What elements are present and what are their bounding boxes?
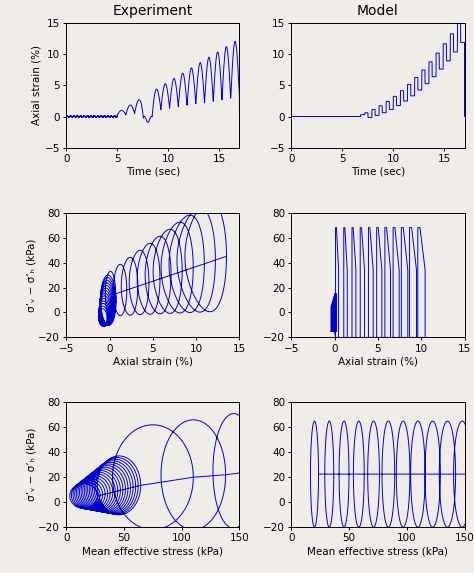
Title: Experiment: Experiment	[113, 3, 193, 18]
Title: Model: Model	[357, 3, 399, 18]
Y-axis label: Axial strain (%): Axial strain (%)	[32, 45, 42, 125]
X-axis label: Axial strain (%): Axial strain (%)	[113, 356, 193, 367]
X-axis label: Time (sec): Time (sec)	[126, 167, 180, 176]
Y-axis label: σ’ᵥ − σ’ₕ (kPa): σ’ᵥ − σ’ₕ (kPa)	[27, 428, 37, 501]
X-axis label: Mean effective stress (kPa): Mean effective stress (kPa)	[308, 546, 448, 556]
Y-axis label: σ’ᵥ − σ’ₕ (kPa): σ’ᵥ − σ’ₕ (kPa)	[27, 238, 37, 312]
X-axis label: Axial strain (%): Axial strain (%)	[338, 356, 418, 367]
X-axis label: Time (sec): Time (sec)	[351, 167, 405, 176]
X-axis label: Mean effective stress (kPa): Mean effective stress (kPa)	[82, 546, 223, 556]
